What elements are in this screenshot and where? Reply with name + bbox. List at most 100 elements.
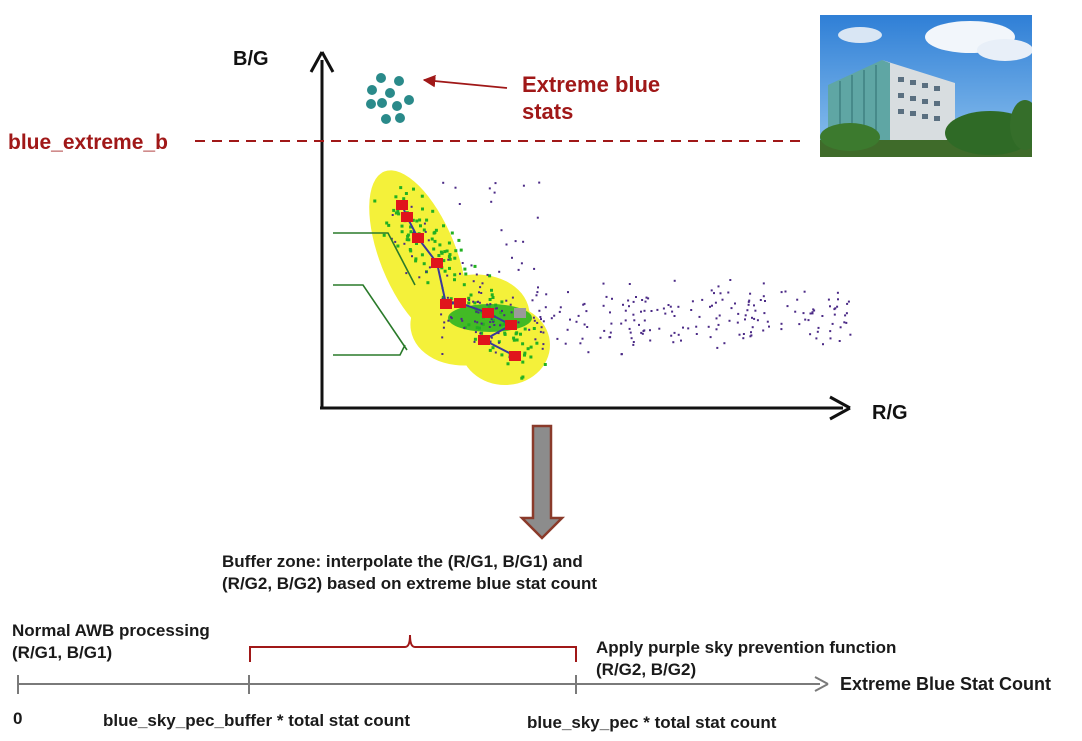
purple-stat-point <box>669 305 672 308</box>
purple-stat-point <box>424 230 427 233</box>
purple-stat-point <box>845 321 848 324</box>
purple-stat-point <box>405 272 408 275</box>
purple-stat-point <box>630 337 633 340</box>
purple-stat-point <box>447 258 450 261</box>
purple-stat-point <box>677 305 680 308</box>
purple-stat-point <box>649 329 651 332</box>
purple-stat-point <box>479 286 482 289</box>
green-stat-point <box>445 249 449 253</box>
purple-stat-point <box>710 289 713 292</box>
purple-stat-point <box>763 312 766 315</box>
purple-stat-point <box>650 310 653 312</box>
buffer-zone-note-line2: (R/G2, B/G2) based on extreme blue stat … <box>222 574 598 593</box>
purple-stat-point <box>794 310 797 313</box>
green-stat-point <box>519 332 522 336</box>
purple-stat-point <box>640 310 642 313</box>
purple-stat-point <box>742 337 745 340</box>
green-stat-point <box>392 208 396 212</box>
purple-stat-point <box>418 276 421 279</box>
purple-stat-point <box>556 337 559 340</box>
purple-stat-point <box>677 333 680 336</box>
normal-awb-label-line2: (R/G1, B/G1) <box>12 643 113 662</box>
x-axis-label: R/G <box>872 402 908 424</box>
purple-stat-point <box>746 309 749 312</box>
purple-stat-point <box>744 318 746 321</box>
purple-stat-point <box>602 282 605 285</box>
purple-stat-point <box>629 331 632 334</box>
purple-stat-point <box>638 323 640 326</box>
purple-stat-point <box>539 330 542 333</box>
extreme-blue-stat-dots <box>366 73 414 124</box>
purple-stat-point <box>496 307 498 310</box>
purple-stat-point <box>649 339 652 342</box>
green-stat-point <box>473 337 477 341</box>
green-stat-point <box>414 259 418 263</box>
awb-reference-marker <box>431 258 443 268</box>
purple-stat-point <box>738 333 741 336</box>
purple-stat-point <box>624 319 627 322</box>
green-stat-point <box>543 363 547 366</box>
purple-stat-point <box>822 343 824 346</box>
purple-stat-point <box>535 294 538 297</box>
purple-stat-point <box>493 191 496 194</box>
purple-stat-point <box>628 283 631 285</box>
purple-stat-point <box>664 312 667 315</box>
purple-stat-point <box>749 292 752 295</box>
extreme-dot <box>377 98 387 108</box>
purple-stat-point <box>821 315 824 317</box>
purple-stat-point <box>718 314 721 317</box>
purple-stat-point <box>458 203 461 205</box>
purple-stat-point <box>643 309 646 312</box>
purple-stat-point <box>447 319 450 322</box>
green-stat-point <box>434 228 438 232</box>
purple-stat-point <box>498 270 501 273</box>
purple-stat-point <box>641 332 644 335</box>
purple-stat-point <box>489 340 492 343</box>
green-stat-point <box>431 209 435 213</box>
green-stat-point <box>523 353 526 357</box>
purple-stat-point <box>709 305 711 308</box>
purple-stat-point <box>645 296 648 299</box>
green-stat-point <box>488 274 492 278</box>
purple-stat-point <box>514 240 517 243</box>
purple-stat-point <box>809 312 812 315</box>
green-stat-point <box>467 296 471 300</box>
green-stat-point <box>487 304 491 308</box>
green-stat-point <box>523 327 527 331</box>
y-axis-label: B/G <box>233 48 269 70</box>
purple-stat-point <box>425 270 428 273</box>
green-stat-point <box>457 238 461 242</box>
down-arrow <box>518 424 566 540</box>
purple-stat-point <box>474 320 476 323</box>
green-stat-point <box>433 239 437 243</box>
purple-stat-point <box>833 313 836 316</box>
purple-stat-point <box>423 222 426 225</box>
purple-stat-point <box>443 321 446 324</box>
green-stat-point <box>400 224 404 228</box>
purple-stat-point <box>442 326 445 329</box>
purple-stat-point <box>673 331 676 334</box>
green-stat-point <box>512 338 516 342</box>
green-stat-point <box>373 199 377 203</box>
purple-stat-point <box>643 319 646 322</box>
green-stat-point <box>394 195 398 199</box>
purple-stat-point <box>586 326 589 328</box>
purple-stat-point <box>587 351 590 354</box>
green-stat-point <box>521 360 525 364</box>
purple-stat-point <box>713 292 715 295</box>
purple-stat-point <box>473 340 476 343</box>
awb-locus-line <box>401 204 516 357</box>
tick-buffer-label: blue_sky_pec_buffer * total stat count <box>103 711 411 730</box>
purple-stat-point <box>505 299 508 302</box>
purple-stat-point <box>804 318 807 321</box>
green-stat-point <box>497 340 501 344</box>
purple-stat-point <box>540 318 542 321</box>
zone-bracket-lines <box>333 232 416 356</box>
purple-stat-point <box>753 317 756 320</box>
purple-stat-point <box>566 328 569 331</box>
purple-stat-point <box>680 339 682 342</box>
green-stat-point <box>400 230 404 234</box>
purple-stat-point <box>780 291 783 294</box>
purple-stat-point <box>489 303 492 306</box>
green-stat-point <box>443 269 447 273</box>
